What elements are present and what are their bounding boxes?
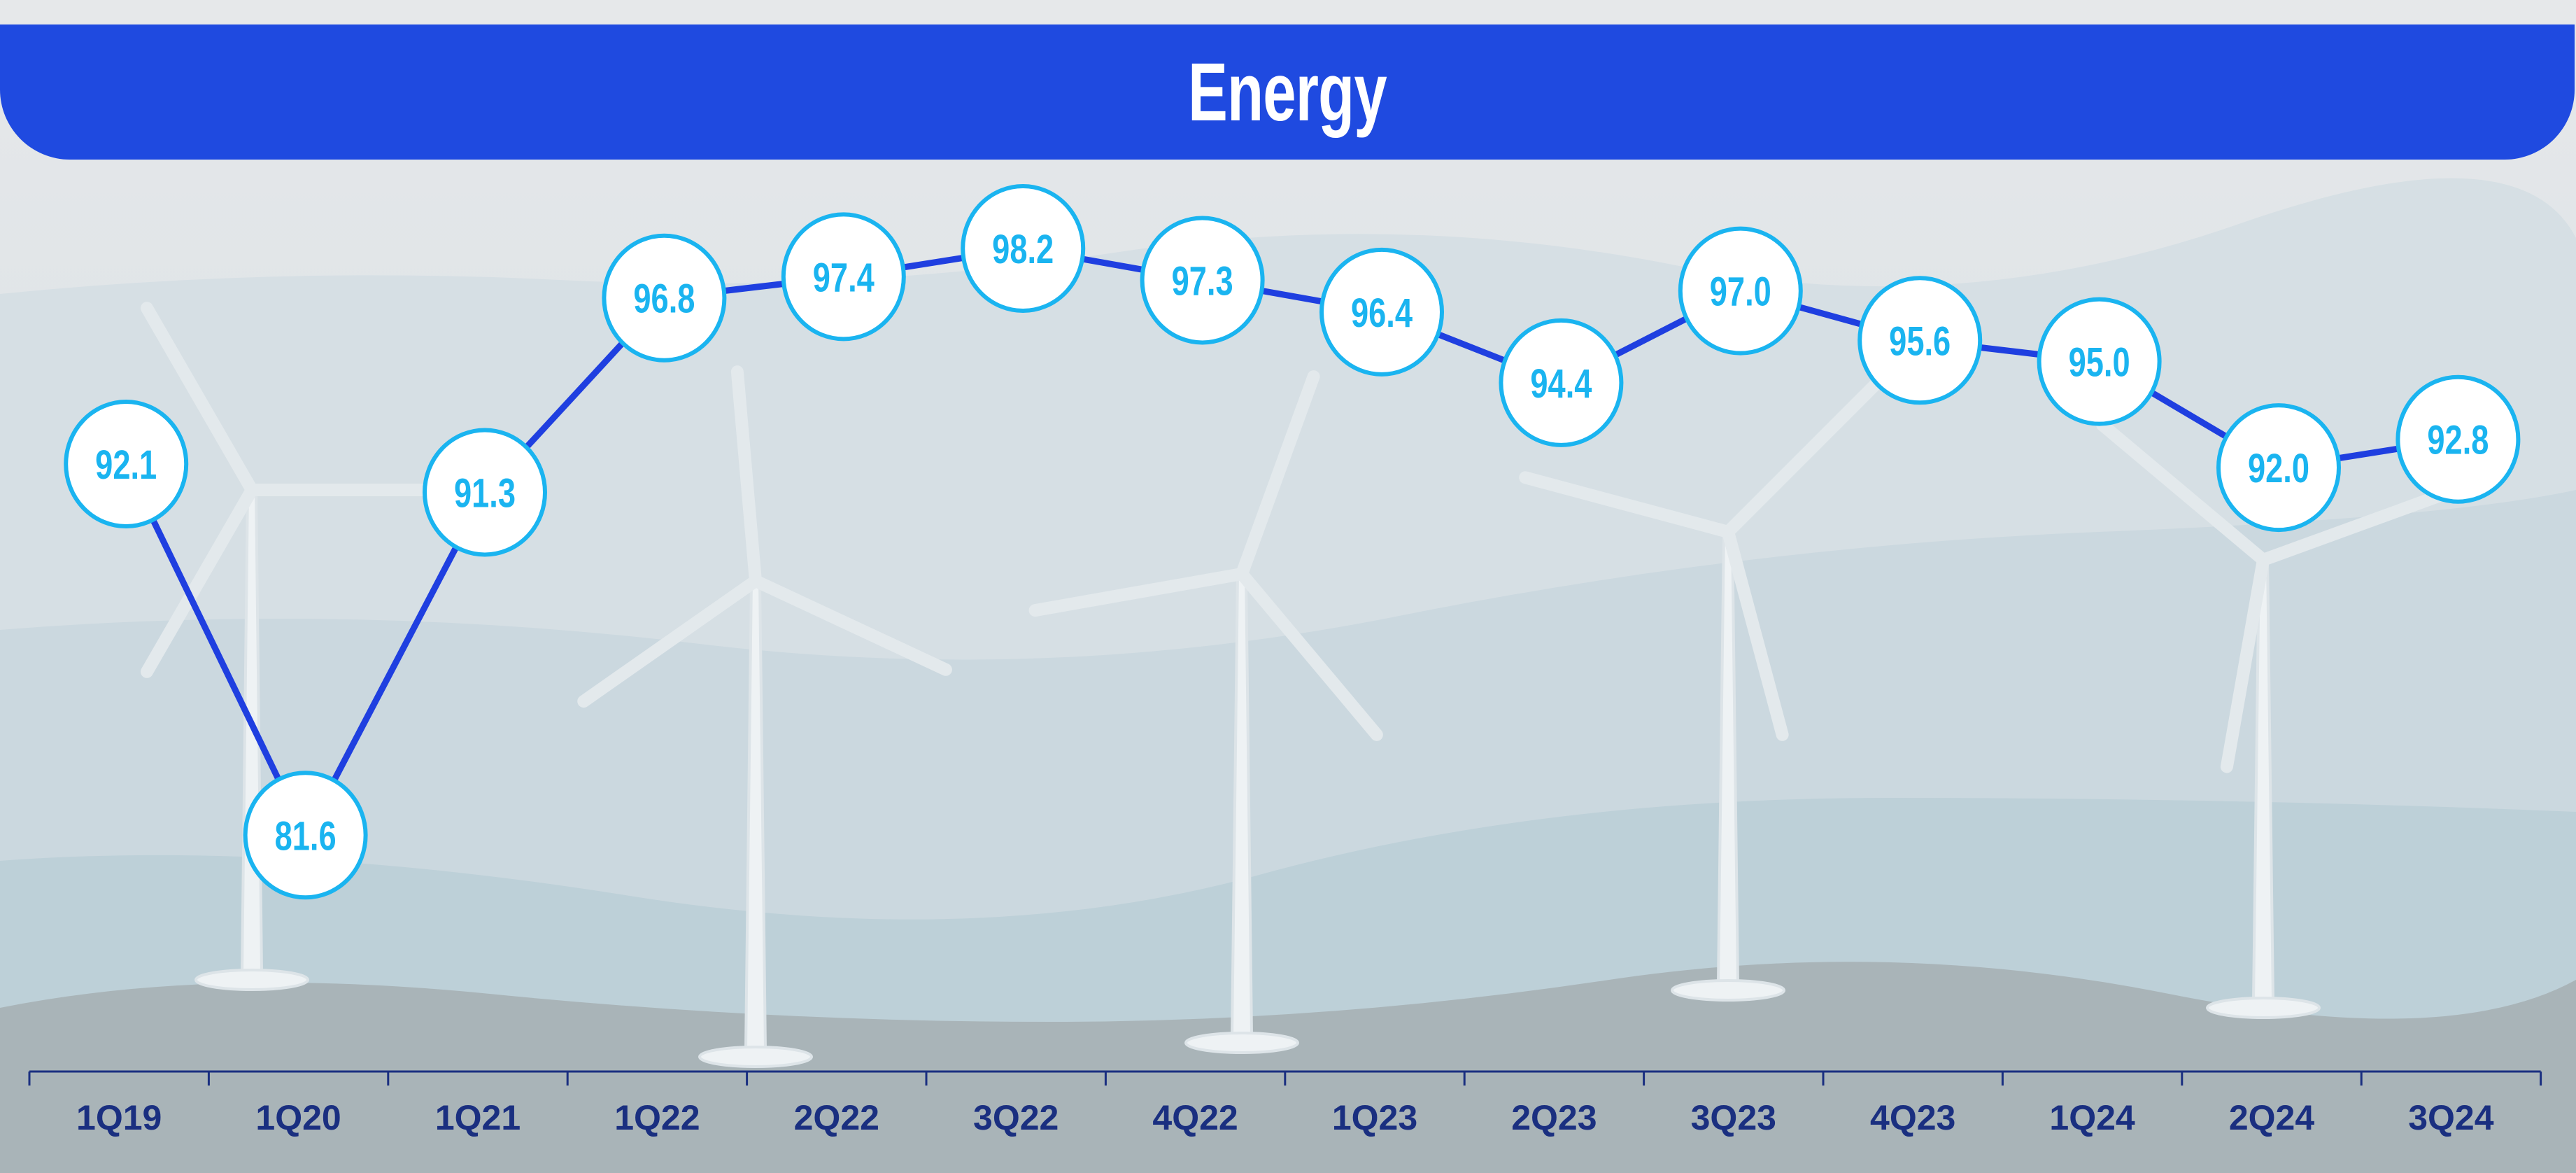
x-tick-label: 1Q24 (2049, 1098, 2135, 1137)
data-point: 96.8 (602, 233, 727, 363)
x-tick-label: 4Q22 (1152, 1098, 1238, 1137)
data-label: 95.6 (1889, 319, 1951, 365)
x-tick-label: 3Q24 (2408, 1098, 2494, 1137)
data-point-marker (1140, 216, 1265, 345)
x-tick-label: 1Q19 (76, 1098, 162, 1137)
wind-turbine-icon (1028, 370, 1383, 1054)
foreground-hills (0, 962, 2576, 1173)
data-point: 94.4 (1499, 318, 1624, 447)
x-tick-label: 3Q23 (1691, 1098, 1776, 1137)
data-label: 96.4 (1351, 291, 1413, 337)
data-point-marker (423, 428, 547, 557)
data-point: 95.0 (2037, 297, 2162, 426)
data-point: 95.6 (1857, 276, 1983, 405)
x-tick-label: 4Q23 (1870, 1098, 1955, 1137)
data-label: 91.3 (454, 471, 516, 517)
data-label: 97.4 (813, 255, 875, 301)
chart-title: Energy (1188, 45, 1387, 139)
wind-turbines (141, 302, 2467, 1068)
data-point-marker (243, 771, 368, 900)
data-label: 94.4 (1530, 362, 1592, 407)
x-tick-label: 3Q22 (973, 1098, 1059, 1137)
data-point: 92.8 (2395, 374, 2521, 504)
data-point-marker (64, 400, 189, 529)
data-point-marker (1678, 226, 1803, 356)
data-point: 92.0 (2216, 403, 2341, 533)
data-label: 92.1 (95, 443, 157, 489)
data-point-marker (602, 233, 727, 363)
x-tick-label: 1Q22 (614, 1098, 700, 1137)
wind-turbine-icon (2096, 419, 2467, 1019)
data-point: 98.2 (961, 184, 1086, 313)
x-tick-label: 1Q20 (255, 1098, 341, 1137)
data-point-marker (2216, 403, 2341, 533)
data-point-marker (1857, 276, 1983, 405)
data-point: 97.0 (1678, 226, 1803, 356)
data-point: 81.6 (243, 771, 368, 900)
x-tick-label: 1Q21 (435, 1098, 521, 1137)
data-label: 81.6 (275, 814, 337, 859)
data-point: 91.3 (423, 428, 547, 557)
data-point: 96.4 (1319, 247, 1444, 377)
data-label: 97.0 (1710, 269, 1771, 315)
data-points: 92.1 81.6 91.3 96.8 97.4 98.2 97.3 96.4 94.4 97.0… (64, 184, 2521, 900)
x-tick-label: 2Q24 (2229, 1098, 2315, 1137)
data-label: 95.0 (2069, 340, 2130, 386)
data-point-marker (1319, 247, 1444, 377)
data-point-marker (961, 184, 1086, 313)
data-label: 92.0 (2248, 447, 2309, 492)
data-point-marker (1499, 318, 1624, 447)
x-axis: 1Q19 1Q20 1Q21 1Q22 2Q22 3Q22 4Q22 1Q23 2Q23 3Q23… (28, 1070, 2542, 1137)
data-point-marker (2395, 374, 2521, 504)
data-label: 96.8 (633, 276, 695, 322)
data-point: 97.3 (1140, 216, 1265, 345)
data-point: 97.4 (781, 212, 906, 342)
x-tick-label: 2Q22 (794, 1098, 879, 1137)
data-point-marker (2037, 297, 2162, 426)
x-tick-label: 2Q23 (1511, 1098, 1597, 1137)
x-tick-label: 1Q23 (1332, 1098, 1417, 1137)
data-point-marker (781, 212, 906, 342)
data-label: 92.8 (2427, 418, 2489, 463)
title-bar: Energy (0, 24, 2575, 160)
data-label: 98.2 (992, 227, 1054, 273)
wind-turbine-icon (1519, 377, 1883, 1002)
data-label: 97.3 (1172, 259, 1233, 304)
data-point: 92.1 (64, 400, 189, 529)
wind-turbine-icon (577, 365, 952, 1068)
